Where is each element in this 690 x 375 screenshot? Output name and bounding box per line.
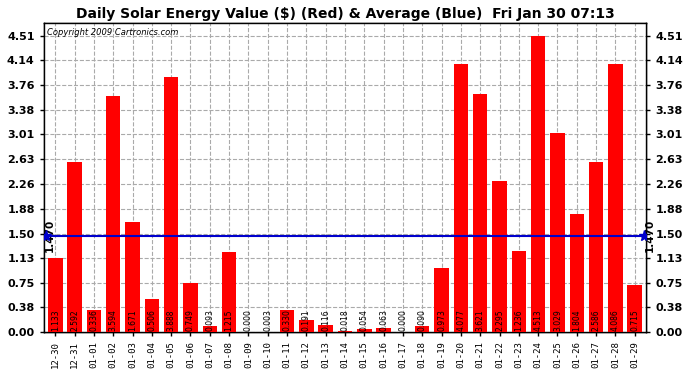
Text: 0.715: 0.715 [630, 310, 639, 332]
Text: 0.336: 0.336 [90, 310, 99, 332]
Text: 1.236: 1.236 [514, 310, 523, 332]
Text: 4.513: 4.513 [533, 310, 542, 332]
Text: 1.804: 1.804 [572, 310, 581, 332]
Bar [569, 214, 584, 332]
Bar [627, 285, 642, 332]
Text: 3.621: 3.621 [475, 310, 484, 332]
Text: 0.191: 0.191 [302, 310, 311, 332]
Text: 0.063: 0.063 [379, 310, 388, 332]
Bar [357, 328, 371, 332]
Bar [415, 326, 429, 332]
Text: 0.116: 0.116 [321, 310, 331, 332]
Bar [319, 324, 333, 332]
Bar [434, 268, 448, 332]
Text: Copyright 2009 Cartronics.com: Copyright 2009 Cartronics.com [47, 28, 178, 37]
Bar [531, 36, 545, 332]
Text: 0.973: 0.973 [437, 310, 446, 332]
Bar [68, 162, 82, 332]
Text: 1.133: 1.133 [51, 310, 60, 332]
Bar [338, 331, 352, 332]
Bar [376, 328, 391, 332]
Bar [87, 310, 101, 332]
Bar [222, 252, 237, 332]
Text: 1.215: 1.215 [225, 310, 234, 332]
Bar [145, 299, 159, 332]
Text: 0.054: 0.054 [359, 310, 369, 332]
Bar [280, 310, 295, 332]
Bar [511, 251, 526, 332]
Bar [48, 258, 63, 332]
Text: 2.295: 2.295 [495, 310, 504, 332]
Title: Daily Solar Energy Value ($) (Red) & Average (Blue)  Fri Jan 30 07:13: Daily Solar Energy Value ($) (Red) & Ave… [76, 7, 614, 21]
Text: 1.470: 1.470 [45, 219, 55, 252]
Bar [608, 64, 622, 332]
Text: 0.506: 0.506 [148, 310, 157, 332]
Text: 0.330: 0.330 [283, 310, 292, 332]
Bar [453, 64, 468, 332]
Bar [126, 222, 140, 332]
Text: 4.077: 4.077 [456, 310, 465, 332]
Text: 3.594: 3.594 [109, 310, 118, 332]
Text: 0.018: 0.018 [340, 310, 350, 332]
Text: 1.470: 1.470 [644, 219, 654, 252]
Bar [203, 326, 217, 332]
Text: 0.749: 0.749 [186, 310, 195, 332]
Bar [299, 320, 314, 332]
Bar [550, 133, 564, 332]
Text: 3.888: 3.888 [167, 310, 176, 332]
Bar [589, 162, 603, 332]
Text: 0.000: 0.000 [244, 310, 253, 332]
Bar [106, 96, 121, 332]
Text: 3.029: 3.029 [553, 310, 562, 332]
Text: 1.671: 1.671 [128, 310, 137, 332]
Bar [164, 77, 179, 332]
Text: 2.592: 2.592 [70, 310, 79, 332]
Bar [184, 283, 198, 332]
Bar [473, 94, 487, 332]
Text: 0.000: 0.000 [398, 310, 407, 332]
Text: 0.090: 0.090 [417, 310, 426, 332]
Text: 4.086: 4.086 [611, 310, 620, 332]
Bar [492, 182, 506, 332]
Text: 2.586: 2.586 [591, 310, 600, 332]
Text: 0.003: 0.003 [264, 310, 273, 332]
Text: 0.093: 0.093 [206, 310, 215, 332]
